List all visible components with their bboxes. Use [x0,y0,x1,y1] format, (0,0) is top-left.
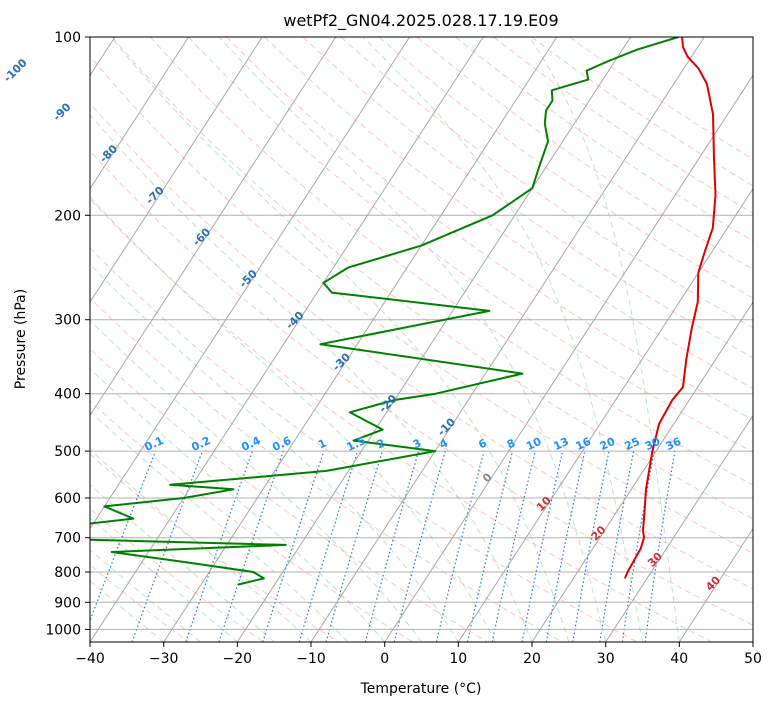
isotherm-line [531,301,753,642]
x-tick-label: 10 [449,651,467,667]
moist-adiabat [218,37,607,642]
dry-adiabat [264,37,753,390]
isotherm-label: -100 [1,56,30,85]
y-tick-label: 300 [54,313,81,329]
dry-adiabat [302,37,753,359]
mixing-ratio-line [435,450,485,642]
y-tick-label: 200 [54,208,81,224]
mixing-ratio-label: 30 [643,435,663,453]
x-tick-label: 20 [523,651,541,667]
y-tick-label: 900 [54,595,81,611]
chart-title: wetPf2_GN04.2025.028.17.19.E09 [283,11,558,31]
mixing-ratio-label: 10 [524,435,544,453]
mixing-ratio-line [364,450,420,642]
moist-adiabat [90,367,386,642]
x-tick-label: 0 [380,651,389,667]
dry-adiabat [493,37,753,214]
y-tick-label: 700 [54,531,81,547]
isotherm-line [752,641,753,642]
moist-adiabat [528,37,680,642]
x-tick-label: 40 [670,651,688,667]
mixing-ratio-label: 25 [623,435,642,453]
mixing-ratio-line [218,450,284,642]
isotherm-line [310,37,705,642]
x-axis-title: Temperature (°C) [360,681,482,697]
plot-frame [89,36,754,643]
moist-adiabat [110,37,570,642]
moist-adiabat [90,319,422,642]
dry-adiabat [150,37,753,486]
isotherm-line [678,527,753,642]
dry-adiabat [90,297,563,642]
isotherm-line [163,37,558,642]
mixing-ratio-line [185,450,254,642]
dry-adiabat [226,37,753,421]
y-axis-title: Pressure (hPa) [13,289,29,389]
dry-adiabat [90,55,753,554]
isotherm-line [90,37,411,530]
isotherm-line [384,74,753,642]
mixing-ratio-label: 13 [552,435,571,453]
moist-adiabat [90,484,275,642]
mixing-ratio-line [262,450,325,642]
dry-adiabat [378,37,753,299]
dry-adiabat [90,247,638,642]
dry-adiabat [90,149,753,626]
mixing-ratio-line [325,450,383,642]
mixing-ratio-label: 36 [664,435,684,453]
moist-adiabat [90,263,459,642]
y-tick-label: 600 [54,491,81,507]
mixing-ratio-label: 20 [598,435,618,453]
mixing-ratio-line [491,450,536,642]
isotherm-line [90,37,337,417]
isotherm-line [90,37,190,190]
x-tick-label: 50 [744,651,762,667]
moist-adiabat [90,114,533,642]
y-tick-label: 500 [54,444,81,460]
profile-series [90,37,717,586]
x-tick-label: −30 [149,651,179,667]
dry-adiabat [188,37,753,453]
x-tick-label: −10 [296,651,326,667]
moist-adiabat [362,37,643,642]
mixing-ratio-label: 16 [574,435,594,453]
moist-adiabat [90,410,349,642]
isotherm-line [605,414,753,642]
temperature-line [623,37,717,579]
isotherm-line [457,187,753,642]
mixing-ratio-line [90,450,157,622]
y-tick-label: 1000 [45,622,81,638]
x-tick-label: 30 [597,651,615,667]
y-tick-label: 100 [54,30,81,46]
isotherm-line [236,37,632,642]
mixing-ratio-line [644,450,676,642]
dewpoint-line [90,37,679,586]
moist-adiabat [90,517,238,642]
isotherm-label: -90 [50,100,73,123]
mixing-ratio-line [298,450,359,642]
isotherm-line [90,37,263,303]
mixing-ratio-line [466,450,514,642]
dry-adiabat [90,400,414,642]
axes: −40 −30 −20 −10 0 10 20 30 40 50 100 200 300 400 500 60… [45,30,762,667]
y-tick-label: 400 [54,387,81,403]
x-tick-label: −40 [75,651,105,667]
dry-adiabat [531,37,753,187]
y-tick-label: 800 [54,565,81,581]
dry-adiabat [90,198,712,642]
x-tick-label: −20 [223,651,253,667]
